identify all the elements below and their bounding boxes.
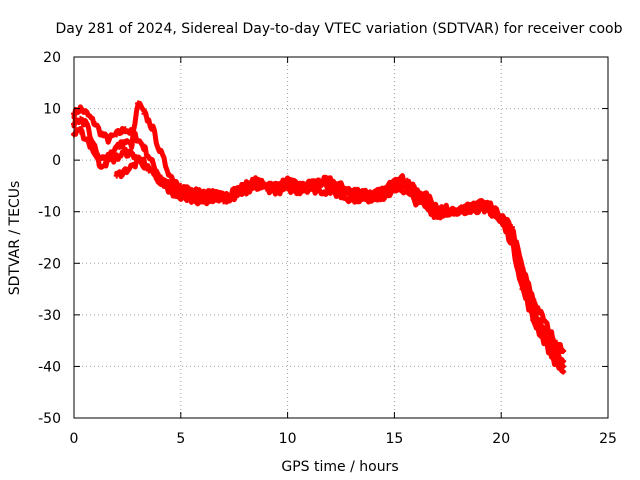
data-point <box>77 115 84 122</box>
data-point <box>135 100 142 107</box>
data-point <box>122 126 129 133</box>
data-point <box>498 213 505 220</box>
data-point <box>327 182 334 189</box>
data-point <box>540 332 547 339</box>
data-point <box>348 193 355 200</box>
data-point <box>263 182 270 189</box>
data-point <box>167 172 174 179</box>
data-point <box>220 193 227 200</box>
data-point <box>391 185 398 192</box>
data-point <box>145 167 152 174</box>
data-point <box>519 275 526 282</box>
data-point <box>188 195 195 202</box>
y-axis-label: SDTVAR / TECUs <box>7 181 23 296</box>
data-point <box>466 203 473 210</box>
data-point <box>476 203 483 210</box>
data-point <box>370 193 377 200</box>
data-point <box>231 195 238 202</box>
x-tick-label: 10 <box>279 431 297 447</box>
data-point <box>83 136 90 143</box>
x-tick-label: 25 <box>599 431 617 447</box>
data-point <box>98 131 105 138</box>
data-point <box>113 172 120 179</box>
data-point <box>156 177 163 184</box>
data-point <box>103 159 110 166</box>
data-point <box>122 139 129 146</box>
data-point <box>530 311 537 318</box>
data-point <box>273 185 280 192</box>
data-point <box>156 146 163 153</box>
data-point <box>423 203 430 210</box>
y-tick-label: -50 <box>38 411 61 427</box>
data-point <box>96 162 103 169</box>
y-tick-label: -10 <box>38 205 61 221</box>
y-tick-label: 0 <box>52 153 61 169</box>
data-point <box>434 208 441 215</box>
data-point <box>83 121 90 128</box>
x-axis-label: GPS time / hours <box>281 459 398 475</box>
chart-title: Day 281 of 2024, Sidereal Day-to-day VTE… <box>56 21 623 37</box>
data-point <box>113 131 120 138</box>
y-tick-label: 10 <box>43 102 61 118</box>
data-point <box>252 182 259 189</box>
data-point <box>92 121 99 128</box>
data-point <box>560 368 567 375</box>
data-point <box>77 128 84 135</box>
data-point <box>487 206 494 213</box>
data-point <box>113 154 120 161</box>
plot-frame <box>73 56 609 419</box>
data-point <box>147 157 154 164</box>
data-point <box>412 193 419 200</box>
data-point <box>130 162 137 169</box>
x-tick-label: 0 <box>70 431 79 447</box>
data-point <box>551 353 558 360</box>
data-point <box>113 144 120 151</box>
data-point <box>90 146 97 153</box>
data-point <box>177 193 184 200</box>
data-point <box>122 167 129 174</box>
data-point <box>83 110 90 117</box>
data-point <box>137 157 144 164</box>
series-track-d <box>71 126 567 370</box>
x-tick-label: 20 <box>492 431 510 447</box>
data-point <box>316 182 323 189</box>
data-point <box>455 208 462 215</box>
data-point <box>122 149 129 156</box>
y-tick-label: -30 <box>38 308 61 324</box>
x-tick-label: 5 <box>176 431 185 447</box>
data-point <box>209 188 216 195</box>
data-point <box>141 110 148 117</box>
data-point <box>295 185 302 192</box>
data-point <box>560 363 567 370</box>
data-point <box>359 193 366 200</box>
data-point <box>130 151 137 158</box>
data-point <box>508 234 515 241</box>
data-point <box>105 136 112 143</box>
data-point <box>209 195 216 202</box>
data-point <box>560 347 567 354</box>
data-point <box>241 188 248 195</box>
x-tick-label: 15 <box>385 431 403 447</box>
data-point <box>444 208 451 215</box>
data-point <box>128 141 135 148</box>
y-tick-label: -20 <box>38 256 61 272</box>
data-point <box>284 182 291 189</box>
data-point <box>380 195 387 202</box>
y-tick-label: -40 <box>38 359 61 375</box>
data-point <box>402 182 409 189</box>
data-point <box>177 182 184 189</box>
tick-layer: 0 5 10 15 20 25 20 10 0 -10 -20 -30 -40 -50 <box>38 50 617 447</box>
y-tick-label: 20 <box>43 50 61 66</box>
data-point <box>338 188 344 195</box>
data-point <box>305 182 312 189</box>
data-point <box>199 198 206 205</box>
data-point <box>167 188 174 195</box>
series-layer <box>71 100 567 375</box>
data-point <box>150 126 157 133</box>
data-point <box>139 141 146 148</box>
